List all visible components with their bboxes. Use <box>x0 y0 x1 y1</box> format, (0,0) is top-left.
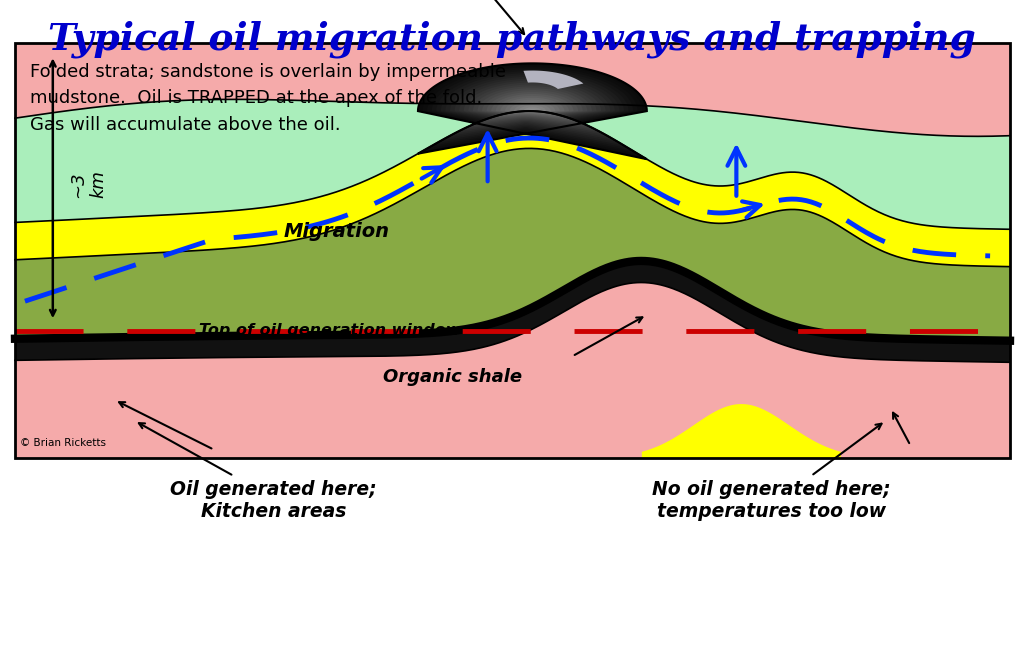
Polygon shape <box>445 75 620 143</box>
Polygon shape <box>15 148 1010 341</box>
Polygon shape <box>527 109 537 111</box>
Polygon shape <box>486 92 579 121</box>
Polygon shape <box>473 86 592 127</box>
Text: No oil generated here;
temperatures too low: No oil generated here; temperatures too … <box>652 480 891 521</box>
Polygon shape <box>523 71 584 89</box>
Polygon shape <box>496 96 569 118</box>
Polygon shape <box>418 63 647 159</box>
Polygon shape <box>477 88 588 125</box>
Polygon shape <box>464 82 601 133</box>
Polygon shape <box>436 71 629 148</box>
Polygon shape <box>15 99 1010 229</box>
Polygon shape <box>459 80 605 135</box>
Text: © Brian Ricketts: © Brian Ricketts <box>20 438 106 448</box>
Polygon shape <box>501 98 564 116</box>
Polygon shape <box>15 44 1010 136</box>
Polygon shape <box>482 90 583 123</box>
Text: Typical oil migration pathways and trapping: Typical oil migration pathways and trapp… <box>48 20 976 57</box>
Polygon shape <box>523 107 542 112</box>
Text: Folded strata; sandstone is overlain by impermeable
mudstone.  Oil is TRAPPED at: Folded strata; sandstone is overlain by … <box>30 63 506 134</box>
Text: ~3
km: ~3 km <box>69 170 108 198</box>
Polygon shape <box>492 94 573 119</box>
Polygon shape <box>455 78 610 137</box>
Text: Migration: Migration <box>284 222 390 242</box>
Polygon shape <box>468 84 596 130</box>
Text: Oil generated here;
Kitchen areas: Oil generated here; Kitchen areas <box>170 480 377 521</box>
Text: Top of oil generation window: Top of oil generation window <box>199 323 461 338</box>
Polygon shape <box>510 102 555 114</box>
Polygon shape <box>15 283 1010 458</box>
Polygon shape <box>450 77 614 140</box>
Polygon shape <box>427 67 638 153</box>
Polygon shape <box>505 100 560 115</box>
Polygon shape <box>514 103 551 113</box>
Polygon shape <box>441 73 624 146</box>
Polygon shape <box>423 65 642 157</box>
Polygon shape <box>15 261 1010 362</box>
Polygon shape <box>432 69 633 151</box>
Polygon shape <box>15 111 1010 266</box>
Polygon shape <box>519 105 546 112</box>
Polygon shape <box>642 404 841 458</box>
Text: Organic shale: Organic shale <box>383 368 522 386</box>
